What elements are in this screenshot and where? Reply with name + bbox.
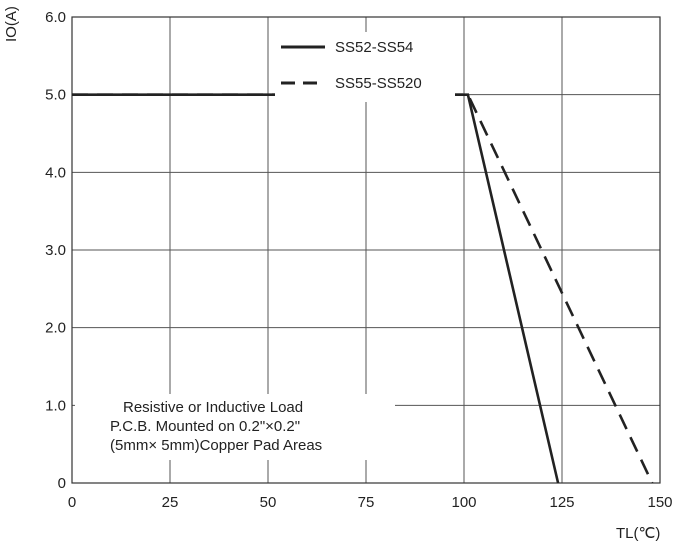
x-tick-label: 0 <box>68 494 76 511</box>
y-tick-labels: 0 1.0 2.0 3.0 4.0 5.0 6.0 <box>45 9 66 492</box>
annotation-background <box>75 394 395 460</box>
x-tick-label: 75 <box>358 494 375 511</box>
series-line-ss55-ss520 <box>72 93 654 484</box>
annotation-line-3: (5mm× 5mm)Copper Pad Areas <box>110 437 322 454</box>
annotation-line-2: P.C.B. Mounted on 0.2"×0.2" <box>110 418 300 435</box>
y-tick-label: 1.0 <box>45 397 66 414</box>
y-tick-label: 6.0 <box>45 9 66 26</box>
x-tick-label: 125 <box>549 494 574 511</box>
y-tick-label: 3.0 <box>45 242 66 259</box>
annotation: Resistive or Inductive Load P.C.B. Mount… <box>75 394 395 460</box>
x-tick-label: 150 <box>647 494 672 511</box>
annotation-line-1: Resistive or Inductive Load <box>123 399 303 416</box>
legend-label-ss52-ss54: SS52-SS54 <box>335 39 413 56</box>
y-tick-label: 4.0 <box>45 164 66 181</box>
x-tick-label: 50 <box>260 494 277 511</box>
x-tick-labels: 0 25 50 75 100 125 150 <box>68 494 673 511</box>
x-tick-label: 100 <box>451 494 476 511</box>
y-axis-title: IO(A) <box>3 6 20 42</box>
y-tick-label: 2.0 <box>45 320 66 337</box>
legend: SS52-SS54 SS55-SS520 <box>275 32 455 102</box>
x-tick-label: 25 <box>162 494 179 511</box>
legend-label-ss55-ss520: SS55-SS520 <box>335 75 422 92</box>
series-layer <box>71 93 654 484</box>
plot-frame <box>71 16 661 484</box>
legend-background <box>275 32 455 102</box>
x-axis-title: TL(℃) <box>616 525 660 542</box>
y-tick-label: 5.0 <box>45 87 66 104</box>
y-tick-label: 0 <box>58 475 66 492</box>
